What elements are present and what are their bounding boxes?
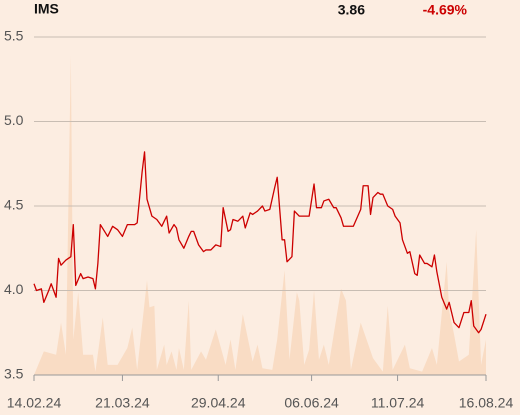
y-tick-label: 4.5 — [4, 197, 24, 213]
x-tick-label: 21.03.24 — [95, 395, 150, 411]
y-tick-label: 4.0 — [4, 281, 24, 297]
last-price: 3.86 — [338, 2, 365, 18]
price-line — [33, 151, 487, 334]
price-layer — [33, 151, 487, 334]
price-change: -4.69% — [423, 2, 468, 18]
x-tick-label: 14.02.24 — [7, 395, 62, 411]
stock-name: IMS — [34, 1, 59, 17]
volume-layer — [34, 55, 486, 376]
y-tick-label: 3.5 — [4, 366, 24, 382]
y-tick-label: 5.0 — [4, 112, 24, 128]
volume-area — [34, 55, 486, 376]
x-tick-label: 29.04.24 — [191, 395, 246, 411]
y-tick-label: 5.5 — [4, 28, 24, 44]
x-tick-label: 06.06.24 — [284, 395, 339, 411]
x-tick-label: 11.07.24 — [371, 395, 425, 411]
grid-layer: 3.5 4.0 4.5 5.0 5.5 14.02.24 21.03.24 29.04.24 0… — [4, 28, 513, 411]
x-tick-label: 16.08.24 — [459, 395, 514, 411]
